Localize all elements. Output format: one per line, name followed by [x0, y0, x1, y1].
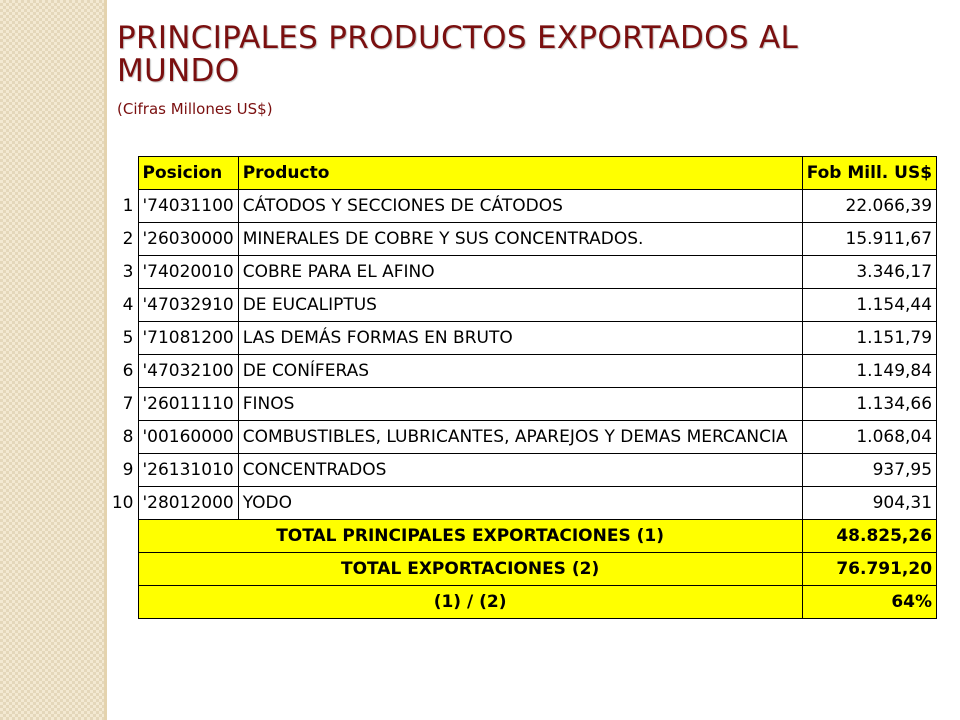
row-rank: 7 — [122, 394, 134, 414]
header-producto: Producto — [237, 156, 803, 190]
row-product: LAS DEMÁS FORMAS EN BRUTO — [237, 321, 803, 355]
total-label: TOTAL EXPORTACIONES (2) — [137, 552, 803, 586]
exports-table: Posicion Producto Fob Mill. US$ 1'740311… — [104, 156, 938, 619]
row-code: '71081200 — [137, 321, 239, 355]
table-row: 7'26011110 FINOS 1.134,66 — [104, 387, 938, 421]
slide-subtitle: (Cifras Millones US$) — [117, 100, 273, 118]
row-product: CÁTODOS Y SECCIONES DE CÁTODOS — [237, 189, 803, 223]
row-fob-value: 937,95 — [801, 453, 938, 487]
table-row: 8'00160000 COMBUSTIBLES, LUBRICANTES, APA… — [104, 420, 938, 454]
row-fob-value: 15.911,67 — [801, 222, 938, 256]
side-strip-edge — [104, 0, 107, 720]
row-code: '28012000 — [137, 486, 239, 520]
row-code: '74020010 — [137, 255, 239, 289]
total-row-spacer — [104, 586, 138, 619]
table-row: 5'71081200 LAS DEMÁS FORMAS EN BRUTO 1.151… — [104, 321, 938, 355]
table-row: 9'26131010 CONCENTRADOS 937,95 — [104, 453, 938, 487]
row-rank: 3 — [122, 262, 134, 282]
table-header-row: Posicion Producto Fob Mill. US$ — [104, 156, 938, 190]
row-rank: 6 — [122, 361, 134, 381]
row-code: '74031100 — [137, 189, 239, 223]
row-rank: 4 — [122, 295, 134, 315]
row-product: COBRE PARA EL AFINO — [237, 255, 803, 289]
table-row: 3'74020010 COBRE PARA EL AFINO 3.346,17 — [104, 255, 938, 289]
table-row: 6'47032100 DE CONÍFERAS 1.149,84 — [104, 354, 938, 388]
table-row: 4'47032910 DE EUCALIPTUS 1.154,44 — [104, 288, 938, 322]
total-row: (1) / (2) 64% — [104, 585, 938, 619]
row-code: '26131010 — [137, 453, 239, 487]
row-product: COMBUSTIBLES, LUBRICANTES, APAREJOS Y DE… — [237, 420, 803, 454]
row-fob-value: 3.346,17 — [801, 255, 938, 289]
header-fob: Fob Mill. US$ — [801, 156, 938, 190]
total-value: 76.791,20 — [801, 552, 938, 586]
row-code: '26011110 — [137, 387, 239, 421]
row-fob-value: 1.068,04 — [801, 420, 938, 454]
row-product: DE CONÍFERAS — [237, 354, 803, 388]
total-row: TOTAL PRINCIPALES EXPORTACIONES (1) 48.82… — [104, 519, 938, 553]
row-code: '26030000 — [137, 222, 239, 256]
row-product: DE EUCALIPTUS — [237, 288, 803, 322]
table-row: 10'28012000 YODO 904,31 — [104, 486, 938, 520]
row-product: YODO — [237, 486, 803, 520]
table-row: 1'74031100 CÁTODOS Y SECCIONES DE CÁTODOS… — [104, 189, 938, 223]
row-code: '00160000 — [137, 420, 239, 454]
total-row-spacer — [104, 553, 138, 586]
total-label: (1) / (2) — [137, 585, 803, 619]
row-fob-value: 904,31 — [801, 486, 938, 520]
total-value: 48.825,26 — [801, 519, 938, 553]
total-row-spacer — [104, 520, 138, 553]
rank-header-spacer — [104, 157, 138, 190]
row-product: FINOS — [237, 387, 803, 421]
row-product: MINERALES DE COBRE Y SUS CONCENTRADOS. — [237, 222, 803, 256]
total-row: TOTAL EXPORTACIONES (2) 76.791,20 — [104, 552, 938, 586]
row-fob-value: 1.154,44 — [801, 288, 938, 322]
total-value: 64% — [801, 585, 938, 619]
row-code: '47032100 — [137, 354, 239, 388]
row-rank: 10 — [111, 493, 134, 513]
row-rank: 8 — [122, 427, 134, 447]
row-rank: 1 — [122, 196, 134, 216]
total-label: TOTAL PRINCIPALES EXPORTACIONES (1) — [137, 519, 803, 553]
table-row: 2'26030000 MINERALES DE COBRE Y SUS CONCE… — [104, 222, 938, 256]
row-code: '47032910 — [137, 288, 239, 322]
decorative-side-strip — [0, 0, 104, 720]
slide-title: PRINCIPALES PRODUCTOS EXPORTADOS AL MUND… — [117, 20, 799, 89]
row-rank: 5 — [122, 328, 134, 348]
row-fob-value: 1.149,84 — [801, 354, 938, 388]
header-posicion: Posicion — [137, 156, 239, 190]
row-fob-value: 1.134,66 — [801, 387, 938, 421]
row-fob-value: 22.066,39 — [801, 189, 938, 223]
row-rank: 9 — [122, 460, 134, 480]
row-product: CONCENTRADOS — [237, 453, 803, 487]
row-rank: 2 — [122, 229, 134, 249]
row-fob-value: 1.151,79 — [801, 321, 938, 355]
